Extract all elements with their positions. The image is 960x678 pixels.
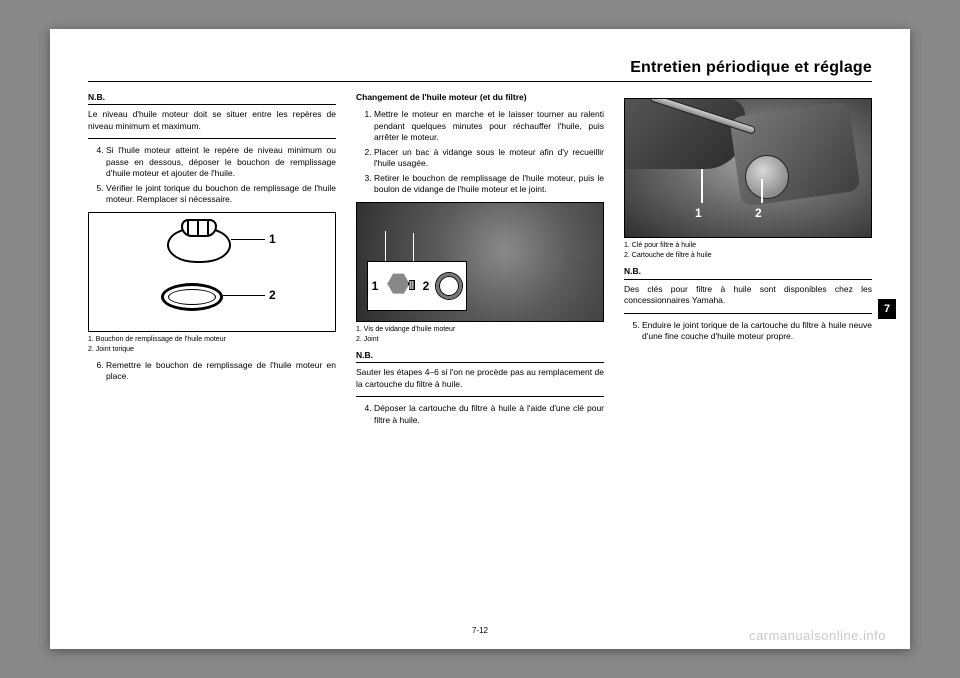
figure-caption: 1. Bouchon de remplissage de l'huile mot…: [88, 335, 336, 354]
nb-label: N.B.: [88, 92, 105, 102]
figure-filter-wrench: 1 2: [624, 98, 872, 238]
page-title: Entretien périodique et réglage: [88, 59, 872, 82]
nb-label: N.B.: [624, 266, 641, 276]
gasket-icon: [436, 273, 462, 299]
nb-separator: [88, 138, 336, 139]
step-4: Si l'huile moteur atteint le repère de n…: [106, 145, 336, 179]
figure-label-2: 2: [755, 205, 762, 221]
watermark: carmanualsonline.info: [749, 628, 886, 643]
caption-line-2: 2. Joint torique: [88, 345, 336, 354]
column-1: N.B. Le niveau d'huile moteur doit se si…: [88, 92, 336, 432]
caption-line-1: 1. Bouchon de remplissage de l'huile mot…: [88, 335, 336, 344]
figure-caption: 1. Clé pour filtre à huile 2. Cartouche …: [624, 241, 872, 260]
figure-drain-bolt: 1 2: [356, 202, 604, 322]
figure-caption: 1. Vis de vidange d'huile moteur 2. Join…: [356, 325, 604, 344]
filter-cartridge-icon: [745, 155, 789, 199]
figure-label-2: 2: [269, 287, 276, 303]
caption-line-2: 2. Cartouche de filtre à huile: [624, 251, 872, 260]
content-columns: N.B. Le niveau d'huile moteur doit se si…: [88, 92, 872, 432]
nb-separator: [356, 396, 604, 397]
step-5: Vérifier le joint torique du bouchon de …: [106, 183, 336, 206]
steps-list: Remettre le bouchon de remplissage de l'…: [88, 360, 336, 383]
nb-rule: [624, 279, 872, 280]
subheading: Changement de l'huile moteur (et du filt…: [356, 92, 604, 103]
caption-line-1: 1. Clé pour filtre à huile: [624, 241, 872, 250]
step-3: Retirer le bouchon de remplissage de l'h…: [374, 173, 604, 196]
steps-list: Déposer la cartouche du filtre à huile à…: [356, 403, 604, 426]
figure-label-1: 1: [372, 278, 379, 294]
nb-rule: [88, 104, 336, 105]
steps-list: Enduire le joint torique de la cartouche…: [624, 320, 872, 343]
drain-bolt-icon: [385, 271, 415, 301]
step-4: Déposer la cartouche du filtre à huile à…: [374, 403, 604, 426]
nb-text: Sauter les étapes 4–6 si l'on ne procède…: [356, 367, 604, 390]
nb-rule: [356, 362, 604, 363]
steps-list: Mettre le moteur en marche et le laisser…: [356, 109, 604, 195]
o-ring-icon: [161, 283, 223, 311]
figure-filler-cap: 1 2: [88, 212, 336, 332]
figure-label-2: 2: [423, 278, 430, 294]
callout-box: 1 2: [367, 261, 467, 311]
steps-list: Si l'huile moteur atteint le repère de n…: [88, 145, 336, 205]
nb-text: Le niveau d'huile moteur doit se situer …: [88, 109, 336, 132]
chapter-tab: 7: [878, 299, 896, 319]
step-1: Mettre le moteur en marche et le laisser…: [374, 109, 604, 143]
nb-text: Des clés pour filtre à huile sont dispon…: [624, 284, 872, 307]
nb-separator: [624, 313, 872, 314]
step-2: Placer un bac à vidange sous le moteur a…: [374, 147, 604, 170]
caption-line-1: 1. Vis de vidange d'huile moteur: [356, 325, 604, 334]
manual-page: Entretien périodique et réglage N.B. Le …: [50, 29, 910, 649]
step-5: Enduire le joint torique de la cartouche…: [642, 320, 872, 343]
figure-label-1: 1: [269, 231, 276, 247]
column-3: 1 2 1. Clé pour filtre à huile 2. Cartou…: [624, 92, 872, 432]
step-6: Remettre le bouchon de remplissage de l'…: [106, 360, 336, 383]
column-2: Changement de l'huile moteur (et du filt…: [356, 92, 604, 432]
figure-label-1: 1: [695, 205, 702, 221]
caption-line-2: 2. Joint: [356, 335, 604, 344]
nb-label: N.B.: [356, 350, 373, 360]
